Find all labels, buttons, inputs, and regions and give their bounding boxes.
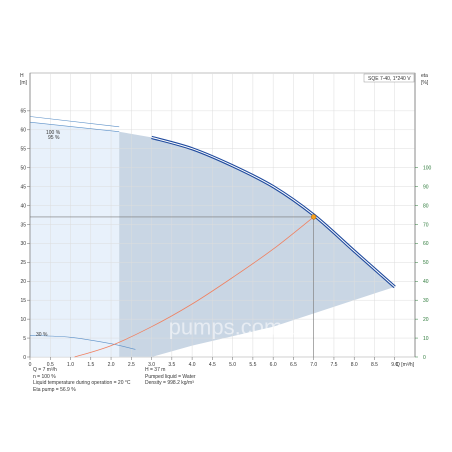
speed-95-line bbox=[29, 121, 120, 132]
x-tick-label: 4.0 bbox=[189, 362, 196, 368]
right-tick-label: 40 bbox=[423, 279, 429, 285]
left-tick-label: 50 bbox=[20, 165, 26, 171]
curve-layer bbox=[29, 116, 396, 358]
operating-info-left: Q = 7 m³/h n = 100 % Liquid temperature … bbox=[33, 367, 130, 393]
info-speed: n = 100 % bbox=[33, 373, 56, 380]
x-tick-label: 6.0 bbox=[270, 362, 277, 368]
label-layer: pumps.com.ua SQE 7-40, 1*240 V 100 %95 % 30… bbox=[36, 73, 415, 339]
info-head: H = 37 m bbox=[145, 367, 166, 373]
grid-layer bbox=[29, 73, 415, 358]
x-tick-label: 7.5 bbox=[330, 362, 337, 368]
axis-layer: 0 5 10 15 20 25 30 35 40 45 50 55 60 65 H[m] 0 10 20 30 40 5… bbox=[20, 73, 432, 368]
x-tick-label: 4.5 bbox=[209, 362, 216, 368]
right-tick-label: 10 bbox=[423, 336, 429, 342]
left-tick-label: 10 bbox=[20, 317, 26, 323]
left-tick-label: 15 bbox=[20, 298, 26, 304]
left-tick-label: 55 bbox=[20, 147, 26, 153]
info-density: Density = 998.2 kg/m³ bbox=[145, 380, 194, 387]
operating-info-right: H = 37 m Pumped liquid = Water Density =… bbox=[145, 367, 196, 387]
right-tick-label: 30 bbox=[423, 298, 429, 304]
right-tick-label: 60 bbox=[423, 241, 429, 247]
left-tick-label: 25 bbox=[20, 260, 26, 266]
left-tick-label: 40 bbox=[20, 203, 26, 209]
x-tick-label: 3.0 bbox=[148, 362, 155, 368]
x-tick-label: 2.0 bbox=[108, 362, 115, 368]
left-tick-label: 5 bbox=[23, 336, 26, 342]
speed-label-100: 100 % bbox=[46, 130, 61, 136]
x-tick-label: 8.5 bbox=[371, 362, 378, 368]
right-tick-label: 20 bbox=[423, 317, 429, 323]
right-tick-label: 80 bbox=[423, 203, 429, 209]
left-tick-label: 35 bbox=[20, 222, 26, 228]
right-axis-unit: [%] bbox=[421, 80, 429, 86]
pump-curve-inner bbox=[151, 136, 396, 288]
watermark-text: pumps.com.ua bbox=[169, 314, 314, 339]
speed-label-95: 95 % bbox=[48, 135, 60, 141]
area-layer bbox=[29, 72, 416, 358]
operating-area bbox=[119, 131, 395, 357]
info-flow: Q = 7 m³/h bbox=[33, 367, 57, 373]
info-temperature: Liquid temperature during operation = 20… bbox=[33, 380, 131, 387]
left-tick-label: 30 bbox=[20, 241, 26, 247]
info-eta: Eta pump = 56.9 % bbox=[33, 386, 76, 393]
x-tick-label: 8.0 bbox=[351, 362, 358, 368]
left-axis-unit: [m] bbox=[20, 80, 28, 86]
x-axis-label: Q [m³/h] bbox=[396, 362, 415, 368]
model-box bbox=[363, 73, 415, 83]
right-tick-label: 0 bbox=[423, 355, 426, 361]
system-curve bbox=[74, 216, 314, 358]
x-tick-label: 5.5 bbox=[249, 362, 256, 368]
x-tick-label: 7.0 bbox=[310, 362, 317, 368]
left-tick-label: 60 bbox=[20, 128, 26, 134]
x-tick-label: 6.5 bbox=[290, 362, 297, 368]
x-tick-label: 5.0 bbox=[229, 362, 236, 368]
right-axis-title: eta bbox=[421, 73, 428, 79]
right-tick-label: 100 bbox=[423, 165, 432, 171]
right-tick-label: 70 bbox=[423, 222, 429, 228]
x-tick-label: 2.5 bbox=[128, 362, 135, 368]
model-box-label: SQE 7-40, 1*240 V bbox=[368, 76, 411, 82]
x-tick-label: 1.0 bbox=[67, 362, 74, 368]
low-speed-area bbox=[30, 122, 120, 357]
left-axis-title: H bbox=[20, 73, 24, 79]
operating-point-marker bbox=[311, 214, 317, 220]
right-tick-label: 90 bbox=[423, 184, 429, 190]
speed-100-line-left bbox=[29, 116, 120, 128]
right-tick-label: 50 bbox=[423, 260, 429, 266]
x-tick-label: 3.5 bbox=[168, 362, 175, 368]
left-tick-label: 45 bbox=[20, 184, 26, 190]
x-tick-label: 1.5 bbox=[87, 362, 94, 368]
left-tick-label: 0 bbox=[23, 355, 26, 361]
speed-30-curve bbox=[29, 335, 136, 350]
x-tick-label: 0 bbox=[29, 362, 32, 368]
info-liquid: Pumped liquid = Water bbox=[145, 373, 196, 380]
x-tick-label: 0.5 bbox=[47, 362, 54, 368]
speed-label-30: 30 % bbox=[36, 332, 48, 338]
left-tick-label: 20 bbox=[20, 279, 26, 285]
x-tick-label: 9.0 bbox=[391, 362, 398, 368]
left-tick-label: 65 bbox=[20, 109, 26, 115]
